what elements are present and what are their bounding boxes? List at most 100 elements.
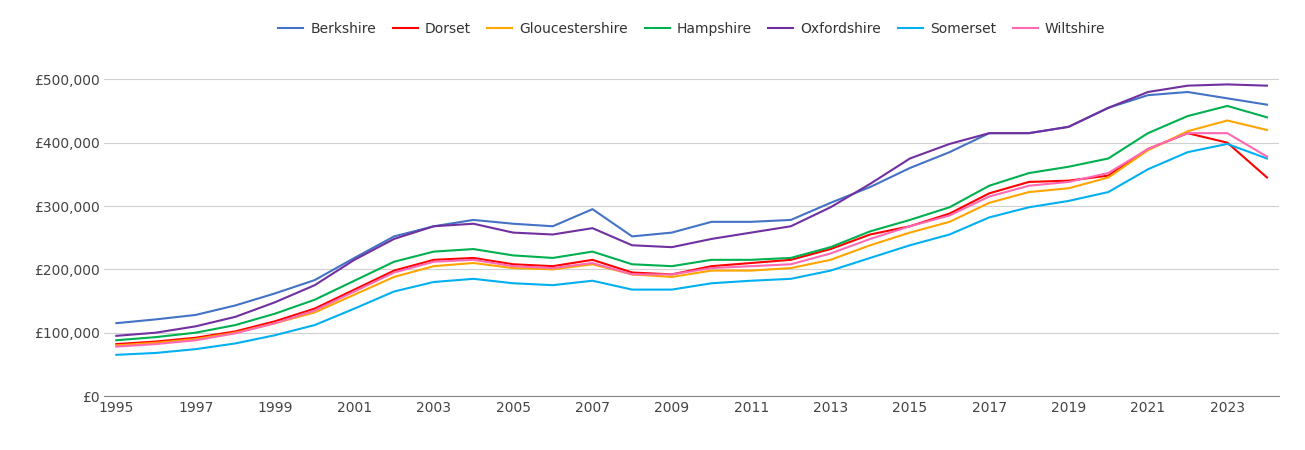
Dorset: [1021, 179, 1036, 184]
Oxfordshire: [188, 324, 204, 329]
Dorset: [1141, 146, 1156, 152]
Dorset: [624, 270, 639, 275]
Berkshire: [108, 320, 124, 326]
Wiltshire: [545, 266, 561, 271]
Wiltshire: [744, 263, 760, 269]
Dorset: [149, 339, 164, 344]
Somerset: [1021, 205, 1036, 210]
Dorset: [188, 335, 204, 341]
Berkshire: [585, 207, 600, 212]
Oxfordshire: [1021, 130, 1036, 136]
Oxfordshire: [545, 232, 561, 237]
Hampshire: [624, 261, 639, 267]
Wiltshire: [108, 344, 124, 349]
Somerset: [1219, 141, 1235, 147]
Dorset: [703, 263, 719, 269]
Gloucestershire: [624, 272, 639, 277]
Dorset: [822, 246, 838, 252]
Hampshire: [783, 255, 799, 261]
Oxfordshire: [822, 205, 838, 210]
Hampshire: [188, 330, 204, 335]
Wiltshire: [307, 308, 322, 313]
Oxfordshire: [466, 221, 482, 226]
Hampshire: [902, 217, 917, 223]
Dorset: [1100, 173, 1116, 178]
Gloucestershire: [664, 274, 680, 279]
Gloucestershire: [942, 219, 958, 225]
Dorset: [505, 261, 521, 267]
Somerset: [1141, 166, 1156, 172]
Berkshire: [505, 221, 521, 226]
Gloucestershire: [386, 274, 402, 279]
Oxfordshire: [744, 230, 760, 235]
Wiltshire: [386, 270, 402, 275]
Gloucestershire: [1100, 175, 1116, 180]
Somerset: [822, 268, 838, 273]
Wiltshire: [664, 272, 680, 277]
Gloucestershire: [822, 257, 838, 262]
Hampshire: [822, 244, 838, 250]
Hampshire: [585, 249, 600, 254]
Legend: Berkshire, Dorset, Gloucestershire, Hampshire, Oxfordshire, Somerset, Wiltshire: Berkshire, Dorset, Gloucestershire, Hamp…: [273, 17, 1111, 41]
Wiltshire: [505, 263, 521, 269]
Somerset: [386, 289, 402, 294]
Dorset: [664, 272, 680, 277]
Gloucestershire: [1141, 148, 1156, 153]
Oxfordshire: [386, 236, 402, 242]
Gloucestershire: [744, 268, 760, 273]
Somerset: [664, 287, 680, 292]
Dorset: [347, 287, 363, 292]
Hampshire: [1259, 115, 1275, 120]
Gloucestershire: [505, 266, 521, 271]
Somerset: [1180, 149, 1195, 155]
Hampshire: [863, 229, 878, 234]
Wiltshire: [466, 257, 482, 262]
Wiltshire: [425, 259, 441, 265]
Berkshire: [188, 312, 204, 318]
Dorset: [942, 211, 958, 216]
Oxfordshire: [902, 156, 917, 161]
Wiltshire: [863, 236, 878, 242]
Dorset: [108, 342, 124, 347]
Berkshire: [347, 255, 363, 261]
Oxfordshire: [347, 257, 363, 262]
Line: Berkshire: Berkshire: [116, 92, 1267, 323]
Gloucestershire: [981, 200, 997, 206]
Somerset: [744, 278, 760, 284]
Line: Gloucestershire: Gloucestershire: [116, 121, 1267, 345]
Berkshire: [1021, 130, 1036, 136]
Hampshire: [505, 253, 521, 258]
Hampshire: [386, 259, 402, 265]
Berkshire: [783, 217, 799, 223]
Hampshire: [347, 278, 363, 284]
Hampshire: [1219, 103, 1235, 108]
Gloucestershire: [227, 330, 243, 335]
Berkshire: [942, 149, 958, 155]
Hampshire: [981, 183, 997, 189]
Dorset: [783, 257, 799, 262]
Line: Hampshire: Hampshire: [116, 106, 1267, 340]
Berkshire: [664, 230, 680, 235]
Oxfordshire: [1100, 105, 1116, 111]
Somerset: [149, 350, 164, 356]
Gloucestershire: [863, 243, 878, 248]
Berkshire: [744, 219, 760, 225]
Hampshire: [1061, 164, 1077, 170]
Gloucestershire: [545, 267, 561, 272]
Gloucestershire: [902, 230, 917, 235]
Oxfordshire: [149, 330, 164, 335]
Dorset: [545, 263, 561, 269]
Berkshire: [1180, 89, 1195, 94]
Berkshire: [425, 224, 441, 229]
Wiltshire: [1180, 130, 1195, 136]
Berkshire: [822, 200, 838, 206]
Gloucestershire: [1180, 129, 1195, 134]
Gloucestershire: [466, 260, 482, 265]
Line: Wiltshire: Wiltshire: [116, 133, 1267, 346]
Somerset: [1100, 189, 1116, 195]
Oxfordshire: [307, 283, 322, 288]
Gloucestershire: [703, 268, 719, 273]
Dorset: [863, 232, 878, 237]
Hampshire: [1141, 130, 1156, 136]
Dorset: [466, 255, 482, 261]
